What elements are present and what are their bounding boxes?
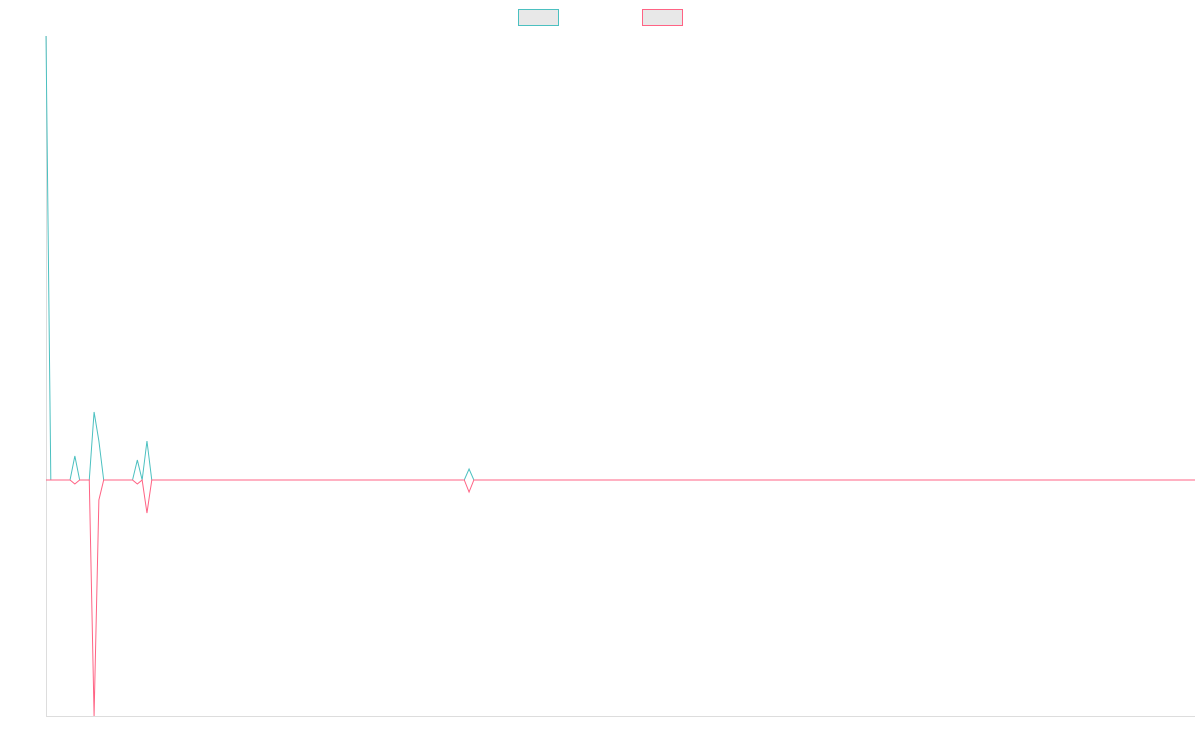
series-line (46, 479, 1195, 717)
legend-swatch (518, 9, 559, 26)
legend-swatch (642, 9, 683, 26)
series-line (45, 35, 1195, 481)
